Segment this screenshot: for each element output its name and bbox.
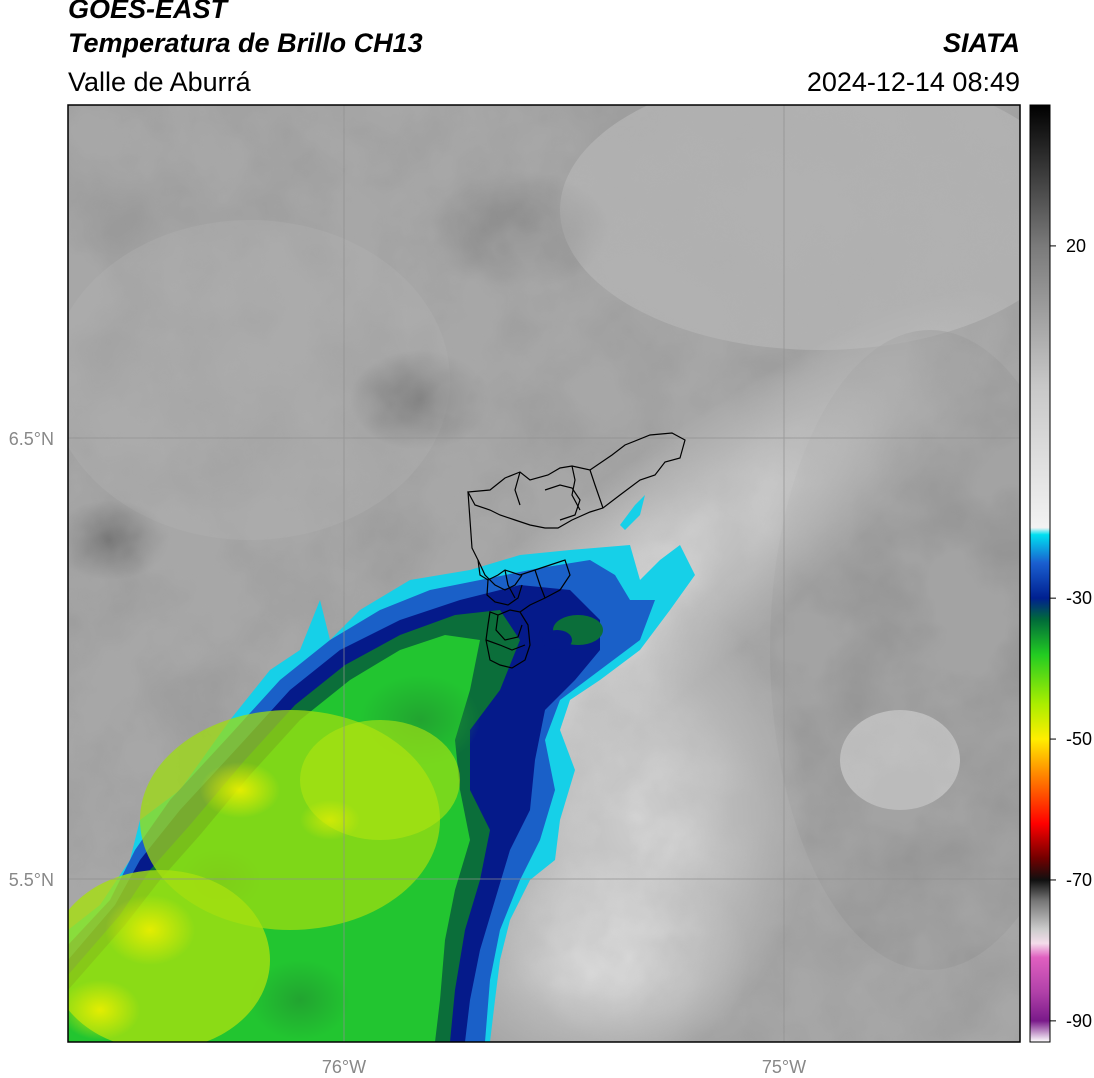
map-frame: [67, 104, 1021, 1043]
colorbar: 20 -30 -50 -70 -90: [1029, 104, 1092, 1043]
lon-label-76w: 76°W: [322, 1057, 366, 1077]
source-label: SIATA: [943, 28, 1020, 58]
colorbar-tick-label: -70: [1066, 870, 1092, 890]
colorbar-strip: [1029, 104, 1051, 1043]
colorbar-tick-label: 20: [1066, 236, 1086, 256]
colorbar-tick-label: -30: [1066, 588, 1092, 608]
region-label: Valle de Aburrá: [68, 67, 251, 97]
colorbar-tick-label: -90: [1066, 1011, 1092, 1031]
colorbar-ticks: 20 -30 -50 -70 -90: [1050, 236, 1092, 1031]
datetime-label: 2024-12-14 08:49: [806, 67, 1020, 97]
product-title: Temperatura de Brillo CH13: [68, 28, 423, 58]
satellite-title: GOES-EAST: [68, 0, 228, 24]
map-axis-labels: 76°W 75°W 6.5°N 5.5°N: [9, 429, 806, 1077]
lon-label-75w: 75°W: [762, 1057, 806, 1077]
colorbar-tick-label: -50: [1066, 729, 1092, 749]
map-graticule: [68, 105, 1020, 1042]
lat-label-5-5n: 5.5°N: [9, 870, 54, 890]
brightness-temperature-field: [68, 105, 1020, 1042]
lat-label-6-5n: 6.5°N: [9, 429, 54, 449]
municipality-boundaries: [467, 432, 686, 669]
